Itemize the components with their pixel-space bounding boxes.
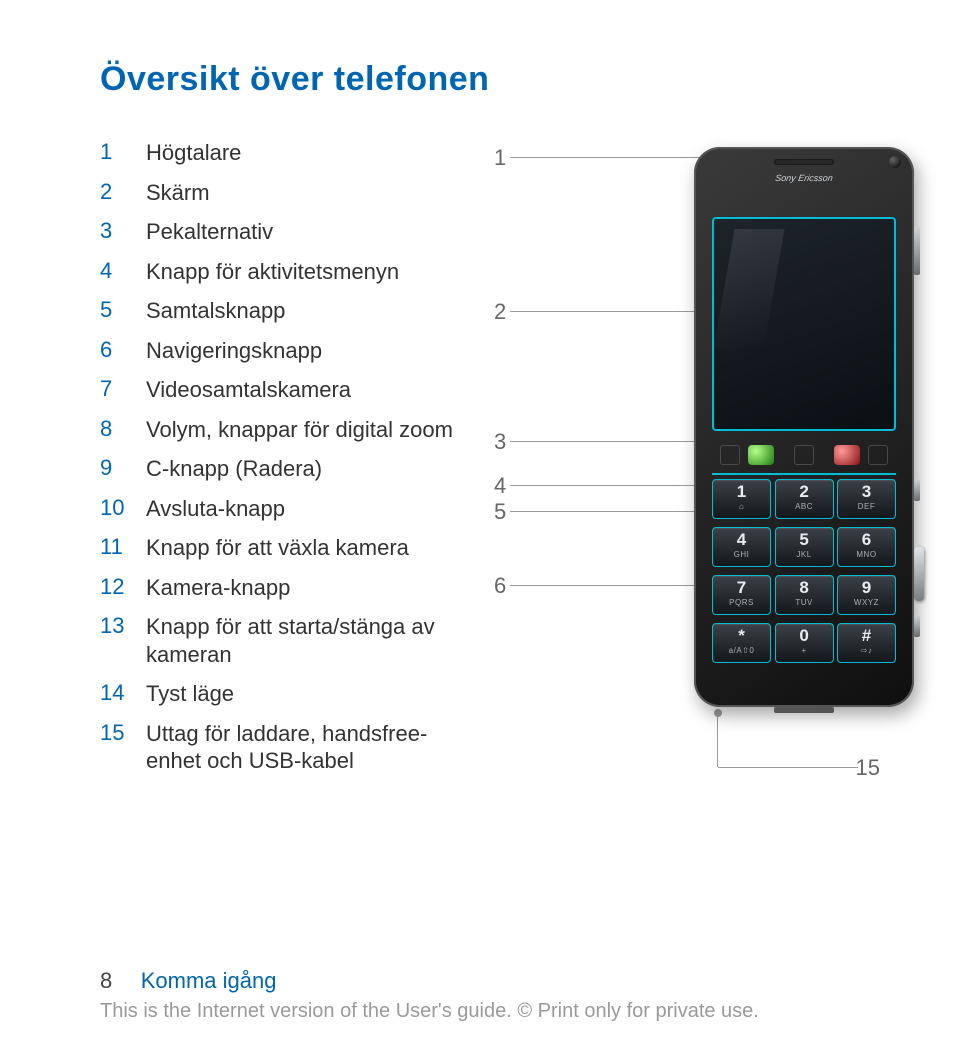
key-3: 3DEF [837, 479, 896, 519]
callout-3: 3 [494, 429, 506, 455]
speaker-icon [774, 159, 834, 165]
legend-num: 3 [100, 218, 128, 246]
callout-1: 1 [494, 145, 506, 171]
front-camera-icon [888, 155, 902, 169]
legend-num: 2 [100, 179, 128, 207]
legend-text: Knapp för att växla kamera [146, 534, 409, 562]
c-key-icon [868, 445, 888, 465]
legend-num: 5 [100, 297, 128, 325]
camera-shutter-button-icon [914, 547, 924, 601]
keypad: 1⌂ 2ABC 3DEF 4GHI 5JKL 6MNO 7PQRS 8TUV 9… [712, 479, 896, 691]
legend-num: 1 [100, 139, 128, 167]
legend-num: 12 [100, 574, 128, 602]
activity-key-icon [794, 445, 814, 465]
disclaimer-text: This is the Internet version of the User… [100, 1000, 860, 1023]
key-5: 5JKL [775, 527, 834, 567]
legend-text: Tyst läge [146, 680, 234, 708]
key-6: 6MNO [837, 527, 896, 567]
callout-4: 4 [494, 473, 506, 499]
connector-port-icon [774, 707, 834, 713]
legend-num: 8 [100, 416, 128, 444]
page-number: 8 [100, 968, 112, 994]
legend-num: 10 [100, 495, 128, 523]
key-hash: #⇨♪ [837, 623, 896, 663]
phone-illustration: Sony Ericsson 1⌂ 2ABC 3DEF 4 [694, 147, 914, 707]
legend-text: Pekalternativ [146, 218, 273, 246]
legend-text: Skärm [146, 179, 210, 207]
end-key-icon [834, 445, 860, 465]
section-name: Komma igång [141, 968, 277, 993]
silent-button-icon [914, 615, 920, 637]
left-softkey-icon [720, 445, 740, 465]
camera-switch-button-icon [914, 479, 920, 501]
volume-button-icon [914, 227, 920, 275]
legend-text: Knapp för aktivitetsmenyn [146, 258, 399, 286]
legend-num: 15 [100, 720, 128, 775]
legend-text: C-knapp (Radera) [146, 455, 322, 483]
legend-text: Avsluta-knapp [146, 495, 285, 523]
softkey-bar [712, 439, 896, 475]
legend-list: 1 Högtalare 2 Skärm 3 Pekalternativ 4 Knapp … [100, 139, 470, 787]
call-key-icon [748, 445, 774, 465]
key-9: 9WXYZ [837, 575, 896, 615]
legend-text: Videosamtalskamera [146, 376, 351, 404]
page-footer: 8 Komma igång This is the Internet versi… [0, 968, 960, 1023]
legend-text: Uttag för laddare, handsfree-enhet och U… [146, 720, 470, 775]
brand-label: Sony Ericsson [693, 173, 914, 183]
legend-text: Högtalare [146, 139, 241, 167]
phone-diagram: 1 2 3 4 5 6 7 8 9 10 11 12 13 14 15 [494, 139, 880, 779]
legend-num: 7 [100, 376, 128, 404]
key-4: 4GHI [712, 527, 771, 567]
callout-2: 2 [494, 299, 506, 325]
legend-text: Kamera-knapp [146, 574, 290, 602]
key-0: 0+ [775, 623, 834, 663]
key-1: 1⌂ [712, 479, 771, 519]
key-star: *a/A⇧0 [712, 623, 771, 663]
callout-6: 6 [494, 573, 506, 599]
page-title: Översikt över telefonen [100, 60, 880, 99]
key-7: 7PQRS [712, 575, 771, 615]
legend-num: 9 [100, 455, 128, 483]
legend-num: 13 [100, 613, 128, 668]
legend-text: Navigeringsknapp [146, 337, 322, 365]
legend-num: 11 [100, 534, 128, 562]
legend-num: 6 [100, 337, 128, 365]
legend-num: 4 [100, 258, 128, 286]
key-8: 8TUV [775, 575, 834, 615]
legend-text: Samtalsknapp [146, 297, 285, 325]
callout-5: 5 [494, 499, 506, 525]
callout-15: 15 [856, 755, 880, 781]
legend-text: Volym, knappar för digital zoom [146, 416, 453, 444]
screen-icon [712, 217, 896, 431]
legend-text: Knapp för att starta/stänga av kameran [146, 613, 470, 668]
legend-num: 14 [100, 680, 128, 708]
key-2: 2ABC [775, 479, 834, 519]
